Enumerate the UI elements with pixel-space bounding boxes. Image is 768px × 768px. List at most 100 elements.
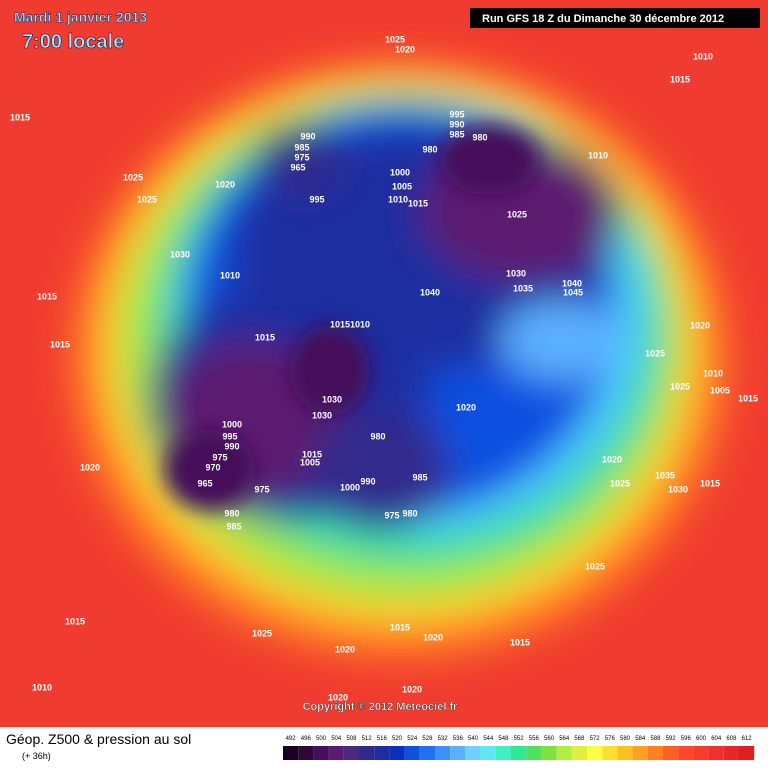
- isobar-label: 975: [212, 452, 227, 462]
- isobar-label: 1020: [395, 44, 415, 54]
- isobar-label: 1020: [80, 462, 100, 472]
- troughs: [165, 125, 540, 510]
- scale-swatch: [511, 746, 527, 760]
- scale-label: 492: [286, 736, 297, 742]
- scale-label: 560: [544, 736, 555, 742]
- isobar-label: 1030: [322, 394, 342, 404]
- isobar-label: 990: [224, 441, 239, 451]
- isobar-label: 1030: [506, 268, 526, 278]
- scale-label: 584: [635, 736, 646, 742]
- scale-swatch: [374, 746, 390, 760]
- isobar-label: 975: [384, 510, 399, 520]
- scale-label: 508: [346, 736, 357, 742]
- scale-swatch: [693, 746, 709, 760]
- scale-swatch: [389, 746, 405, 760]
- isobar-label: 1005: [300, 457, 320, 467]
- isobar-label: 1015: [408, 198, 428, 208]
- scale-label: 540: [468, 736, 479, 742]
- isobar-label: 1045: [563, 287, 583, 297]
- scale-swatch: [313, 746, 329, 760]
- scale-swatch: [283, 746, 299, 760]
- scale-swatch: [739, 746, 755, 760]
- isobar-label: 1015: [37, 291, 57, 301]
- scale-label: 504: [331, 736, 342, 742]
- isobar-label: 1010: [588, 150, 608, 160]
- scale-label: 500: [316, 736, 327, 742]
- isobar-label: 1020: [215, 179, 235, 189]
- isobar-label: 1000: [390, 167, 410, 177]
- run-box: [470, 8, 760, 28]
- isobar-label: 1010: [693, 51, 713, 61]
- isobar-label: 985: [412, 472, 427, 482]
- isobar-label: 995: [222, 431, 237, 441]
- scale-swatch: [678, 746, 694, 760]
- isobar-label: 1010: [32, 682, 52, 692]
- isobar-label: 1015: [65, 616, 85, 626]
- isobar-label: 965: [197, 478, 212, 488]
- color-scale: 492 496 500 504 508 512 516 520 524 528 532 536 540 5…: [283, 736, 755, 760]
- isobar-label: 1005: [392, 181, 412, 191]
- scale-swatch: [632, 746, 648, 760]
- isobar-label: 1025: [507, 209, 527, 219]
- isobar-label: 1035: [513, 283, 533, 293]
- isobar-label: 975: [254, 484, 269, 494]
- scale-swatch: [419, 746, 435, 760]
- isobar-label: 1020: [456, 402, 476, 412]
- scale-label: 496: [301, 736, 312, 742]
- isobar-label: 990: [449, 119, 464, 129]
- scale-label: 604: [711, 736, 722, 742]
- isobar-label: 980: [422, 144, 437, 154]
- isobar-label: 1015: [10, 112, 30, 122]
- scale-label: 556: [529, 736, 540, 742]
- scale-swatch: [328, 746, 344, 760]
- isobar-label: 995: [449, 109, 464, 119]
- scale-label: 596: [681, 736, 692, 742]
- scale-swatch: [617, 746, 633, 760]
- isobar-label: 1010: [220, 270, 240, 280]
- isobar-label: 1015: [738, 393, 758, 403]
- scale-swatch: [450, 746, 466, 760]
- isobar-label: 1015: [700, 478, 720, 488]
- isobar-label: 1020: [335, 644, 355, 654]
- scale-label: 608: [726, 736, 737, 742]
- scale-label: 576: [605, 736, 616, 742]
- isobar-label: 1025: [610, 478, 630, 488]
- scale-swatch: [495, 746, 511, 760]
- scale-swatch: [343, 746, 359, 760]
- isobar-label: 1010: [703, 368, 723, 378]
- isobar-label: 975: [294, 152, 309, 162]
- isobar-label: 1015: [255, 332, 275, 342]
- scale-label: 524: [407, 736, 418, 742]
- isobar-label: 970: [205, 462, 220, 472]
- isobar-label: 980: [224, 508, 239, 518]
- scale-label: 568: [574, 736, 585, 742]
- isobar-label: 990: [360, 476, 375, 486]
- isobar-label: 1020: [423, 632, 443, 642]
- isobar-label: 1010: [388, 194, 408, 204]
- scale-swatch: [465, 746, 481, 760]
- isobar-label: 1015: [510, 637, 530, 647]
- scale-label: 592: [666, 736, 677, 742]
- copyright: Copyright © 2012 Meteociel.fr: [303, 701, 459, 713]
- scale-swatch: [647, 746, 663, 760]
- scale-label: 532: [438, 736, 449, 742]
- footer-lead: (+ 36h): [22, 751, 51, 761]
- scale-label: 520: [392, 736, 403, 742]
- isobar-label: 965: [290, 162, 305, 172]
- scale-label: 528: [422, 736, 433, 742]
- time: 7:00 locale: [22, 31, 124, 53]
- scale-swatch: [571, 746, 587, 760]
- isobar-label: 1015: [302, 449, 322, 459]
- isobar-label: 1015: [670, 74, 690, 84]
- isobar-label: 995: [309, 194, 324, 204]
- isobar-label: 1020: [602, 454, 622, 464]
- isobar-label: 1025: [252, 628, 272, 638]
- scale-swatch: [587, 746, 603, 760]
- scale-label: 600: [696, 736, 707, 742]
- isobar-label: 980: [472, 132, 487, 142]
- scale-swatch: [723, 746, 739, 760]
- isobar-label: 1030: [668, 484, 688, 494]
- isobar-label: 985: [226, 521, 241, 531]
